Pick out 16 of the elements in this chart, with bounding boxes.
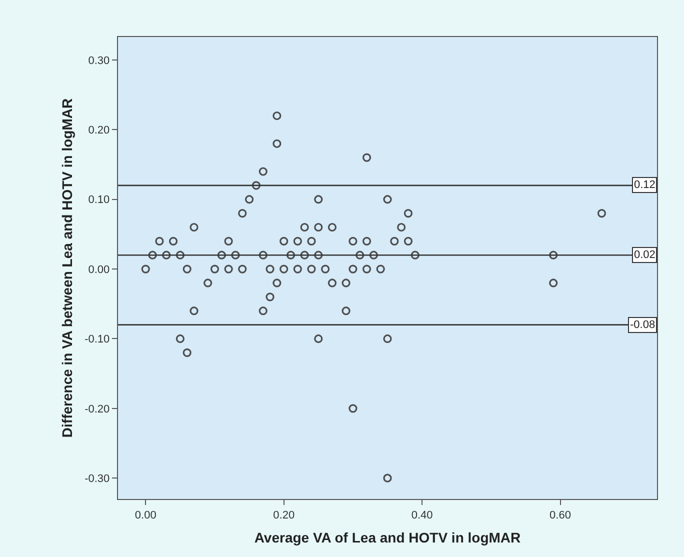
ref-line-label: -0.08: [630, 319, 656, 331]
y-tick-label: 0.10: [88, 194, 110, 206]
y-tick-label: 0.20: [88, 124, 110, 137]
x-tick-label: 0.60: [550, 509, 571, 522]
x-tick-label: 0.40: [411, 509, 433, 522]
y-tick-label: -0.10: [84, 334, 110, 346]
y-tick-label: 0.30: [88, 54, 110, 67]
y-axis-title: Difference in VA between Lea and HOTV in logMAR: [59, 98, 76, 438]
ref-line-label: 0.02: [634, 249, 656, 261]
ref-line-label: 0.12: [634, 179, 656, 191]
y-tick-label: -0.20: [84, 403, 110, 416]
x-tick-label: 0.00: [134, 509, 156, 522]
y-tick-label: -0.30: [84, 472, 110, 485]
x-tick-label: 0.20: [273, 509, 295, 522]
y-tick-label: 0.00: [88, 264, 110, 276]
x-axis-title: Average VA of Lea and HOTV in logMAR: [254, 530, 521, 546]
